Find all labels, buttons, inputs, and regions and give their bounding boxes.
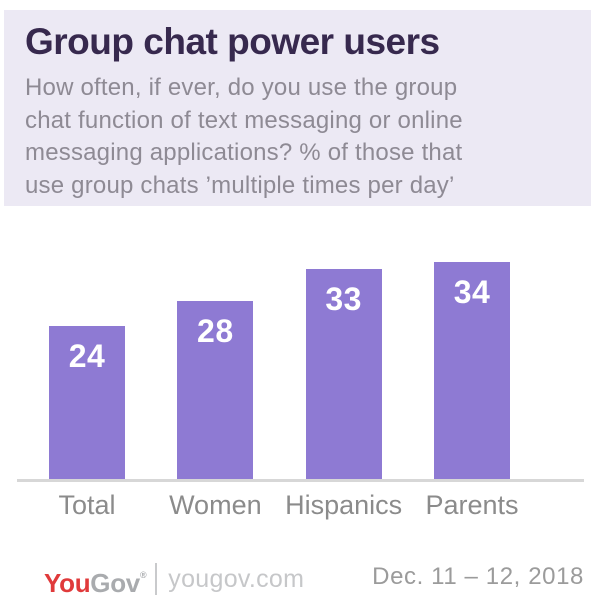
fieldwork-date: Dec. 11 – 12, 2018 [372, 563, 584, 590]
x-axis-line [17, 479, 584, 482]
yougov-logo: YouGov® yougov.com [44, 560, 304, 598]
header-panel: Group chat power users How often, if eve… [4, 10, 591, 206]
category-label-text: Parents [425, 490, 519, 520]
logo-gov: Gov [90, 568, 140, 598]
chart-subtitle: How often, if ever, do you use the group… [25, 72, 573, 202]
category-label-hispanics: Hispanics [285, 490, 402, 520]
bar-chart-plot-area: 24 28 33 34 [49, 250, 510, 480]
yougov-logo-text: YouGov® [44, 560, 147, 598]
x-axis-category-labels: Total Women Hispanics Parents [49, 490, 518, 520]
bar-hispanics: 33 [305, 269, 382, 480]
chart-subtitle-line: chat function of text messaging or onlin… [25, 106, 463, 134]
bar-women: 28 [177, 301, 254, 480]
registered-mark-icon: ® [139, 570, 147, 580]
category-label-parents: Parents [425, 490, 518, 520]
bar-value-label-total: 24 [68, 338, 106, 374]
category-label-text: Women [169, 490, 262, 520]
bar-value-label-parents: 34 [453, 274, 491, 310]
chart-subtitle-line: use group chats ’multiple times per day’ [25, 171, 455, 199]
chart-subtitle-line: messaging applications? % of those that [25, 139, 463, 166]
bar-parents: 34 [433, 262, 510, 480]
bar-value-label-hispanics: 33 [325, 281, 362, 317]
category-label-text: Hispanics [285, 490, 403, 520]
category-label-total: Total [49, 490, 125, 520]
website-text: yougov.com [168, 565, 305, 593]
logo-you: You [44, 568, 91, 598]
bar-value-label-women: 28 [197, 313, 234, 349]
footer: YouGov® yougov.com Dec. 11 – 12, 2018 [0, 556, 604, 600]
chart-subtitle-line: How often, if ever, do you use the group [25, 74, 458, 101]
chart-title: Group chat power users [25, 21, 440, 62]
category-label-text: Total [58, 490, 116, 520]
bar-total: 24 [49, 326, 125, 480]
category-label-women: Women [169, 490, 262, 520]
logo-divider [155, 563, 158, 595]
